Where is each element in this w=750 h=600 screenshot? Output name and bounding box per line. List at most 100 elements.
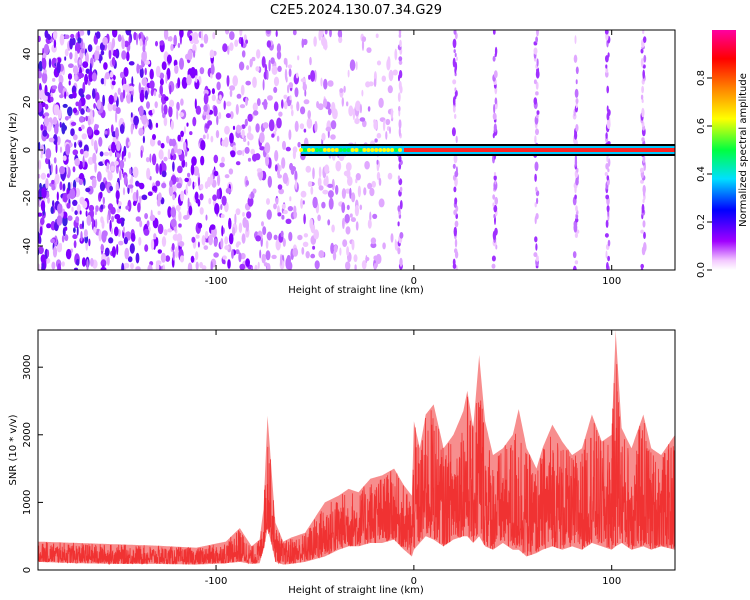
- spectrogram-blob: [288, 129, 292, 140]
- spectrogram-blob: [68, 80, 71, 86]
- spectrogram-blob: [123, 67, 129, 77]
- spectrogram-blob: [78, 59, 82, 65]
- spectrogram-blob: [341, 202, 346, 214]
- spectrogram-blob: [172, 194, 176, 201]
- spectrogram-stripe-mark: [574, 232, 579, 238]
- spectrogram-blob: [170, 218, 177, 228]
- spectrogram-blob: [46, 173, 50, 178]
- spectrogram-stripe-mark: [533, 97, 538, 105]
- spectrogram-blob: [121, 262, 125, 270]
- spectrogram-blob: [146, 167, 151, 180]
- spectrogram-blob: [236, 241, 241, 246]
- spectrogram-blob: [373, 120, 378, 130]
- spectrogram-blob: [372, 213, 378, 219]
- spectrogram-blob: [181, 77, 188, 89]
- spectrogram-blob: [135, 252, 140, 264]
- spectrogram-blob: [135, 216, 141, 222]
- spectrogram-blob: [192, 181, 195, 190]
- carrier-line-segment: [307, 148, 312, 152]
- spectrogram-blob: [192, 43, 197, 54]
- spectrogram-blob: [346, 246, 350, 257]
- spectrogram-blob: [254, 264, 258, 270]
- spectrogram-blob: [241, 129, 245, 139]
- spectrogram-ytick-label: 0: [22, 147, 33, 153]
- spectrogram-stripe-mark: [642, 184, 646, 194]
- spectrogram-stripe-mark: [495, 244, 498, 250]
- spectrogram-blob: [247, 196, 254, 207]
- spectrogram-blob: [174, 246, 179, 258]
- spectrogram-blob: [241, 124, 246, 129]
- spectrogram-panel: -100 0 100 -40 -20 0 20 40 Height of straight l…: [8, 29, 676, 296]
- spectrogram-blob: [238, 252, 242, 263]
- spectrogram-blob: [213, 252, 219, 258]
- spectrogram-blob: [210, 261, 213, 270]
- spectrogram-blob: [78, 72, 85, 78]
- spectrogram-blob: [111, 141, 116, 153]
- spectrogram-blob: [177, 205, 180, 213]
- spectrogram-blob: [85, 94, 92, 100]
- spectrogram-stripe-mark: [642, 30, 645, 34]
- spectrogram-blob: [91, 72, 97, 82]
- spectrogram-stripe-mark: [605, 64, 608, 69]
- spectrogram-stripe-mark: [493, 204, 498, 213]
- spectrogram-blob: [249, 58, 253, 67]
- spectrogram-blob: [94, 162, 97, 173]
- spectrogram-stripe-mark: [607, 239, 611, 247]
- spectrogram-blob: [344, 213, 350, 224]
- snr-ytick-label: 3000: [22, 354, 33, 379]
- spectrogram-blob: [141, 53, 147, 62]
- spectrogram-blob: [81, 133, 88, 140]
- spectrogram-blob: [201, 235, 206, 246]
- spectrogram-blob: [228, 233, 234, 245]
- spectrogram-blob: [40, 172, 47, 180]
- spectrogram-blob: [64, 56, 67, 61]
- spectrogram-blob: [374, 138, 378, 143]
- spectrogram-blob: [98, 161, 104, 166]
- spectrogram-stripe-mark: [640, 48, 644, 54]
- spectrogram-blob: [178, 241, 185, 247]
- spectrogram-blob: [163, 156, 168, 162]
- spectrogram-blob: [130, 112, 133, 118]
- spectrogram-blob: [314, 260, 320, 270]
- spectrogram-blob: [165, 255, 171, 262]
- spectrogram-blob: [354, 264, 357, 270]
- spectrogram-blob: [277, 65, 282, 72]
- spectrogram-blob: [66, 164, 69, 175]
- spectrogram-blob: [246, 132, 252, 140]
- spectrogram-blob: [277, 184, 283, 190]
- spectrogram-stripe-mark: [454, 87, 457, 92]
- spectrogram-blob: [50, 163, 53, 174]
- spectrogram-stripe-mark: [399, 232, 404, 239]
- spectrogram-blob: [114, 213, 121, 220]
- spectrogram-blob: [104, 72, 110, 80]
- spectrogram-blob: [217, 174, 221, 187]
- spectrogram-blob: [121, 151, 124, 161]
- spectrogram-blob: [130, 123, 134, 135]
- spectrogram-blob: [307, 181, 313, 187]
- spectrogram-blob: [53, 104, 60, 116]
- spectrogram-blob: [166, 67, 171, 80]
- carrier-line-segment: [374, 148, 379, 152]
- spectrogram-stripe-mark: [641, 203, 645, 214]
- spectrogram-blob: [187, 49, 193, 61]
- spectrogram-blob: [304, 89, 307, 97]
- spectrogram-blob: [255, 235, 262, 242]
- spectrogram-blob: [320, 77, 323, 87]
- spectrogram-blob: [147, 264, 153, 270]
- spectrogram-blob: [259, 146, 265, 151]
- spectrogram-blob: [180, 98, 184, 106]
- spectrogram-blob: [313, 36, 317, 47]
- spectrogram-blob: [241, 50, 246, 58]
- spectrogram-blob: [141, 114, 148, 125]
- spectrogram-stripe-mark: [534, 173, 537, 182]
- carrier-line-segment: [346, 148, 351, 152]
- spectrogram-blob: [300, 106, 306, 115]
- spectrogram-blob: [81, 48, 85, 54]
- spectrogram-blob: [166, 54, 172, 64]
- spectrogram-stripe-mark: [453, 153, 458, 164]
- spectrogram-blob: [110, 165, 115, 172]
- spectrogram-blob: [229, 111, 234, 120]
- spectrogram-blob: [364, 160, 370, 170]
- spectrogram-blob: [50, 96, 54, 103]
- spectrogram-blob: [133, 31, 137, 41]
